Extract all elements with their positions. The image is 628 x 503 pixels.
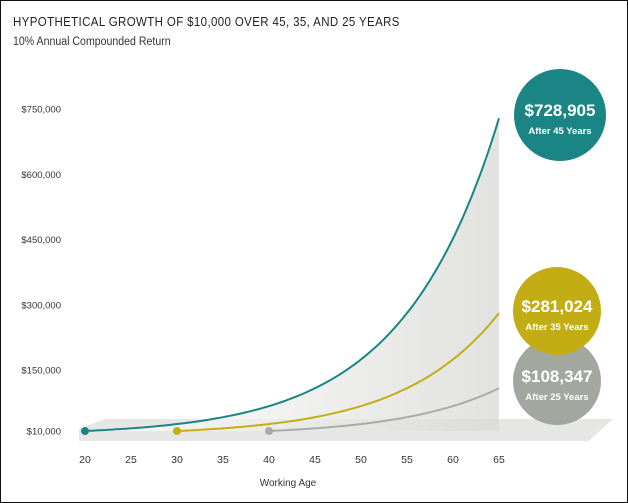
x-tick-label: 35 xyxy=(217,454,229,466)
x-tick-label: 55 xyxy=(401,454,413,466)
curve-shadow-area xyxy=(85,118,499,431)
x-tick-label: 50 xyxy=(355,454,367,466)
series-start-dot xyxy=(265,427,273,435)
series-line xyxy=(268,387,500,432)
value-bubble xyxy=(513,267,601,355)
x-tick-label: 25 xyxy=(125,454,137,466)
y-tick-label: $600,000 xyxy=(21,170,61,181)
x-tick-label: 20 xyxy=(79,454,91,466)
y-tick-label: $150,000 xyxy=(21,366,61,377)
series-line xyxy=(84,117,500,432)
series-start-dot xyxy=(81,427,89,435)
bubble-period-label: After 25 Years xyxy=(525,392,588,403)
x-axis-label: Working Age xyxy=(260,478,317,489)
bubble-period-label: After 45 Years xyxy=(528,126,591,137)
value-bubbles: $108,347 After 25 Years $281,024 After 35 Y… xyxy=(513,69,606,425)
value-bubble xyxy=(513,337,601,425)
x-tick-label: 30 xyxy=(171,454,183,466)
series-lines xyxy=(84,117,500,432)
chart-title: HYPOTHETICAL GROWTH OF $10,000 OVER 45, … xyxy=(13,15,400,29)
x-tick-label: 60 xyxy=(447,454,459,466)
y-tick-label: $300,000 xyxy=(21,300,61,311)
bubble-value-label: $108,347 xyxy=(522,367,593,386)
x-tick-label: 45 xyxy=(309,454,321,466)
series-start-dot xyxy=(173,427,181,435)
series-line xyxy=(176,312,500,432)
value-bubble xyxy=(514,69,606,161)
bubble-period-label: After 35 Years xyxy=(525,322,588,333)
x-tick-label: 65 xyxy=(493,454,505,466)
x-tick-label: 40 xyxy=(263,454,275,466)
y-axis: $10,000 $150,000 $300,000 $450,000 $600,000 $… xyxy=(21,105,61,438)
y-tick-label: $450,000 xyxy=(21,235,61,246)
chart-subtitle: 10% Annual Compounded Return xyxy=(13,36,171,48)
bubble-value-label: $281,024 xyxy=(522,297,593,316)
x-axis: 20 25 30 35 40 45 50 55 60 65 xyxy=(79,454,505,466)
series-start-markers xyxy=(81,427,273,435)
y-tick-label: $10,000 xyxy=(27,427,61,438)
y-tick-label: $750,000 xyxy=(21,105,61,116)
bubble-value-label: $728,905 xyxy=(525,101,596,120)
